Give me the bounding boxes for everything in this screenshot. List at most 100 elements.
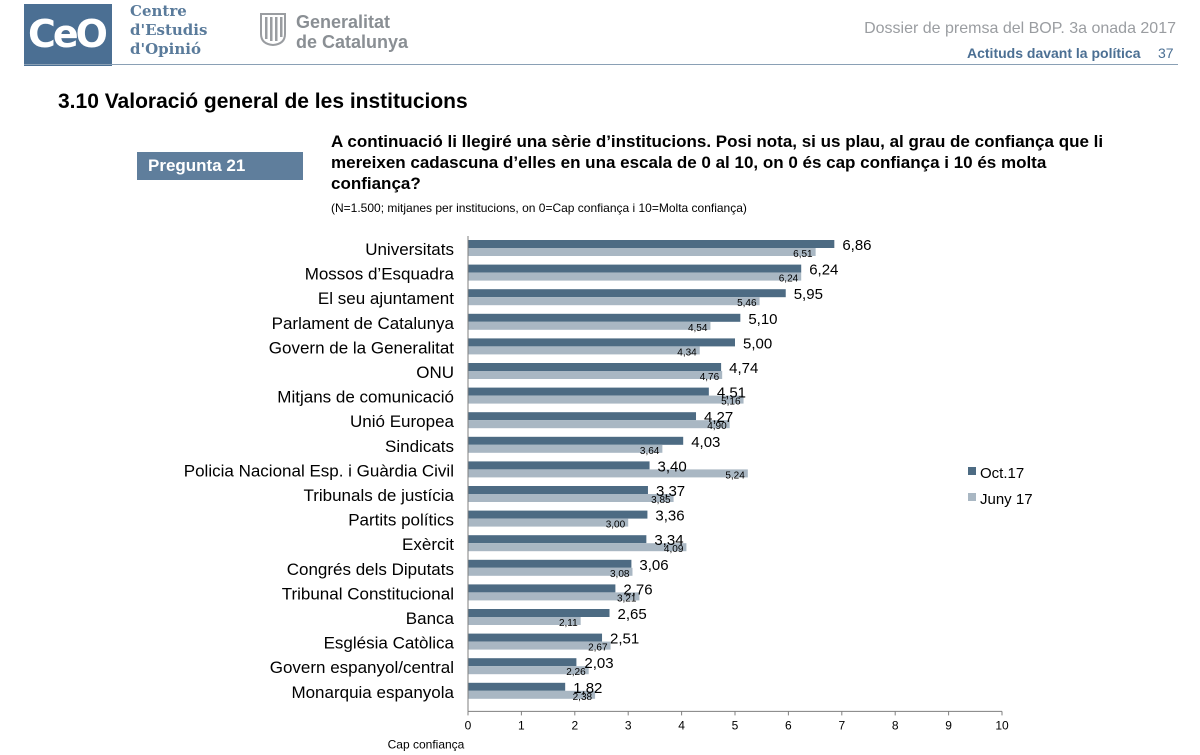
- header-divider: [24, 64, 1178, 65]
- x-tick-label: 6: [785, 718, 792, 732]
- value-label-june: 5,16: [721, 397, 741, 408]
- value-label-oct: 2,03: [584, 655, 613, 672]
- bar-june: [468, 297, 760, 306]
- bar-oct: [468, 289, 786, 298]
- category-label: Parlament de Catalunya: [272, 314, 455, 333]
- category-label: Sindicats: [385, 437, 454, 456]
- bar-june: [468, 543, 687, 552]
- value-label-june: 3,85: [651, 495, 671, 506]
- x-tick-label: 5: [732, 718, 739, 732]
- bar-june: [468, 617, 581, 625]
- bar-oct: [468, 633, 603, 642]
- x-tick-label: 10: [995, 718, 1009, 732]
- value-label-june: 3,64: [640, 446, 660, 457]
- bar-june: [468, 371, 723, 379]
- value-label-oct: 2,65: [618, 606, 647, 623]
- bar-june: [468, 272, 802, 281]
- ceo-name-line-2: d'Estudis: [130, 21, 208, 39]
- value-label-oct: 2,51: [610, 631, 639, 648]
- bar-oct: [468, 338, 735, 347]
- generalitat-emblem-icon: [260, 13, 286, 46]
- bar-oct: [468, 486, 648, 494]
- bar-oct: [468, 559, 632, 568]
- bar-oct: [468, 313, 741, 322]
- value-label-june: 4,09: [664, 544, 684, 555]
- value-label-june: 2,38: [573, 692, 593, 703]
- bar-june: [468, 592, 640, 601]
- value-label-june: 5,46: [737, 298, 757, 309]
- bar-oct: [468, 436, 684, 445]
- value-label-june: 2,11: [559, 618, 578, 629]
- ceo-logo: CeO: [24, 4, 112, 66]
- value-label-oct: 5,00: [743, 335, 772, 352]
- value-label-oct: 5,95: [794, 286, 823, 303]
- bar-oct: [468, 535, 647, 544]
- ceo-logo-text: CeO: [28, 12, 108, 56]
- bar-oct: [468, 584, 616, 593]
- dossier-title: Dossier de premsa del BOP. 3a onada 2017: [864, 20, 1176, 37]
- value-label-june: 4,76: [700, 372, 720, 383]
- category-label: Policia Nacional Esp. i Guàrdia Civil: [184, 461, 454, 480]
- category-label: Església Catòlica: [324, 634, 455, 653]
- value-label-oct: 5,10: [748, 311, 777, 328]
- ceo-name: Centre d'Estudis d'Opinió: [130, 2, 207, 59]
- bar-oct: [468, 658, 577, 667]
- value-label-june: 4,90: [707, 421, 727, 432]
- category-label: ONU: [416, 363, 454, 382]
- value-label-oct: 4,27: [704, 409, 733, 426]
- bar-june: [468, 444, 663, 453]
- legend-swatch-oct: [968, 467, 976, 475]
- bar-june: [468, 494, 674, 502]
- value-label-oct: 3,40: [658, 458, 687, 475]
- section-title: 3.10 Valoració general de les institucio…: [58, 90, 468, 113]
- x-tick-label: 4: [678, 718, 685, 732]
- bar-june: [468, 567, 633, 576]
- category-label: Exèrcit: [402, 535, 454, 554]
- value-label-oct: 6,24: [809, 262, 838, 279]
- value-label-june: 3,08: [610, 569, 630, 580]
- bar-june: [468, 395, 744, 404]
- bar-oct: [468, 240, 835, 248]
- value-label-june: 2,67: [588, 643, 608, 654]
- value-label-oct: 3,36: [655, 508, 684, 525]
- bar-oct: [468, 363, 722, 371]
- bar-oct: [468, 609, 610, 617]
- value-label-oct: 2,76: [623, 581, 652, 598]
- bar-oct: [468, 387, 709, 396]
- x-tick-label: 3: [625, 718, 632, 732]
- category-label: Partits polítics: [348, 511, 454, 530]
- question-text: A continuació li llegiré una sèrie d’ins…: [331, 132, 1104, 193]
- bar-june: [468, 248, 816, 256]
- ceo-name-line-1: Centre: [130, 2, 187, 20]
- value-label-oct: 3,37: [656, 483, 685, 500]
- value-label-june: 2,26: [566, 667, 586, 678]
- value-label-june: 3,21: [617, 593, 637, 604]
- category-label: El seu ajuntament: [318, 289, 454, 308]
- bar-june: [468, 690, 596, 699]
- category-label: Universitats: [365, 240, 454, 259]
- x-axis-label-right: Molta confiança: [948, 752, 1032, 755]
- x-tick-label: 0: [465, 718, 472, 732]
- value-label-june: 4,34: [677, 347, 697, 358]
- page-number: 37: [1158, 45, 1174, 61]
- section-label: Actituds davant la política: [967, 45, 1141, 61]
- value-label-oct: 3,06: [639, 557, 668, 574]
- legend-swatch-june: [968, 493, 976, 501]
- bar-oct: [468, 264, 802, 273]
- category-label: Govern de la Generalitat: [269, 338, 454, 357]
- bar-june: [468, 346, 700, 355]
- bar-oct: [468, 461, 650, 470]
- bar-oct: [468, 412, 697, 421]
- x-tick-label: 1: [518, 718, 525, 732]
- value-label-june: 4,54: [688, 323, 708, 334]
- value-label-oct: 6,86: [842, 237, 871, 254]
- value-label-oct: 3,34: [654, 532, 683, 549]
- legend-label-june: Juny 17: [980, 491, 1033, 508]
- x-tick-label: 7: [838, 718, 845, 732]
- bar-june: [468, 666, 589, 675]
- category-label: Congrés dels Diputats: [287, 560, 454, 579]
- value-label-june: 3,00: [606, 520, 626, 531]
- pregunta-badge: Pregunta 21: [137, 152, 303, 180]
- gen-name-line-1: Generalitat: [296, 12, 391, 32]
